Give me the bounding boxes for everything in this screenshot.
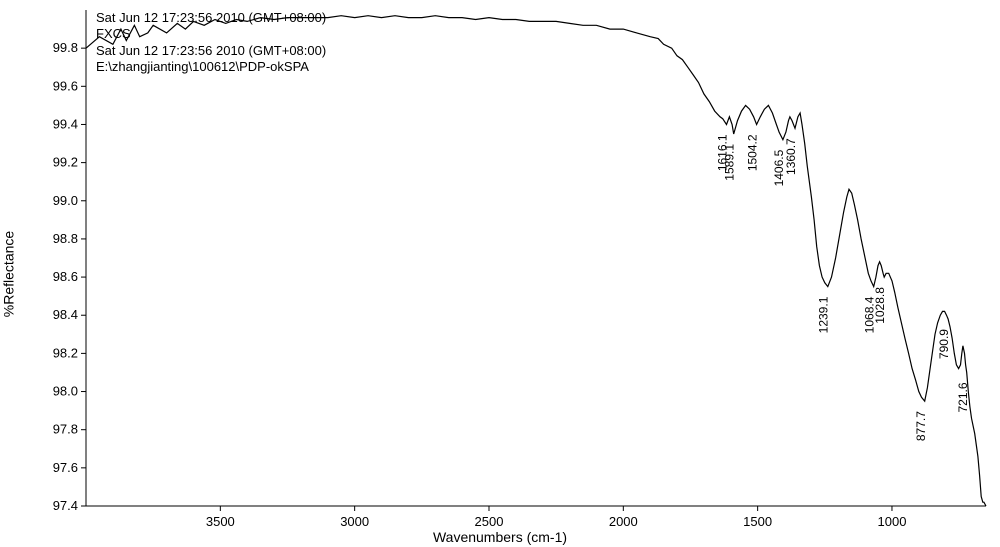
metadata-block: Sat Jun 12 17:23:56 2010 (GMT+08:00)FXCS…: [96, 10, 326, 75]
svg-text:3000: 3000: [340, 514, 369, 529]
meta-line: Sat Jun 12 17:23:56 2010 (GMT+08:00): [96, 10, 326, 26]
peak-label: 1504.2: [746, 134, 760, 171]
svg-text:99.2: 99.2: [53, 155, 78, 170]
svg-text:98.2: 98.2: [53, 345, 78, 360]
svg-text:97.6: 97.6: [53, 460, 78, 475]
svg-text:99.8: 99.8: [53, 40, 78, 55]
peak-label: 721.6: [956, 382, 970, 412]
svg-text:2000: 2000: [609, 514, 638, 529]
svg-text:97.8: 97.8: [53, 422, 78, 437]
svg-text:98.8: 98.8: [53, 231, 78, 246]
meta-line: Sat Jun 12 17:23:56 2010 (GMT+08:00): [96, 43, 326, 59]
svg-text:99.6: 99.6: [53, 78, 78, 93]
y-axis-label: %Reflectance: [1, 230, 17, 316]
peak-label: 1028.8: [873, 287, 887, 324]
svg-text:98.6: 98.6: [53, 269, 78, 284]
peak-label: 1239.1: [817, 296, 831, 333]
svg-text:1500: 1500: [743, 514, 772, 529]
ir-spectrum-chart: 97.4 97.6 97.8 98.0 98.2 98.4 98.6 98.8 99.0 99.2…: [0, 0, 1000, 547]
svg-text:3500: 3500: [206, 514, 235, 529]
meta-line: E:\zhangjianting\100612\PDP-okSPA: [96, 59, 326, 75]
x-axis-label: Wavenumbers (cm-1): [433, 529, 567, 545]
peak-label: 1589.1: [723, 144, 737, 181]
svg-text:2500: 2500: [475, 514, 504, 529]
svg-text:99.0: 99.0: [53, 193, 78, 208]
chart-svg: 97.4 97.6 97.8 98.0 98.2 98.4 98.6 98.8 99.0 99.2…: [0, 0, 1000, 547]
svg-text:98.4: 98.4: [53, 307, 78, 322]
svg-text:1000: 1000: [878, 514, 907, 529]
svg-text:97.4: 97.4: [53, 498, 78, 513]
peak-label: 1360.7: [784, 138, 798, 175]
peak-label: 790.9: [937, 329, 951, 359]
svg-text:98.0: 98.0: [53, 384, 78, 399]
meta-line: FXCS: [96, 26, 326, 42]
svg-text:99.4: 99.4: [53, 116, 78, 131]
peak-label: 877.7: [914, 411, 928, 441]
